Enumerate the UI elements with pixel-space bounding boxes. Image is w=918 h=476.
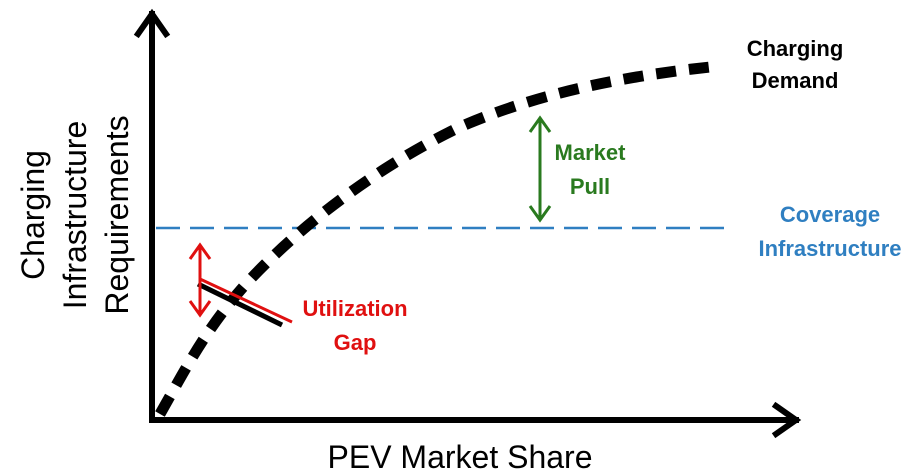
y-axis-label: Charging Infrastructure Requirements	[15, 115, 135, 314]
utilization-gap-marks	[188, 242, 293, 328]
demand-curve	[155, 60, 721, 417]
utilization-gap-label: Utilization	[302, 296, 407, 321]
coverage-label: Coverage	[780, 202, 880, 227]
market-pull-arrow	[528, 115, 552, 223]
demand-label: Charging	[747, 36, 844, 61]
demand-label: Demand	[752, 68, 839, 93]
market-pull-label: Market	[555, 140, 627, 165]
y-axis-label-line: Requirements	[99, 115, 135, 314]
market-pull-label: Pull	[570, 174, 610, 199]
y-axis-label-line: Charging	[15, 150, 51, 280]
coverage-label: Infrastructure	[758, 236, 901, 261]
x-axis-label: PEV Market Share	[328, 439, 593, 475]
utilization-gap-label: Gap	[334, 330, 377, 355]
x-axis-arrow	[771, 401, 802, 439]
y-axis-arrow	[133, 8, 171, 39]
axes	[133, 8, 802, 439]
y-axis-label-line: Infrastructure	[57, 121, 93, 310]
